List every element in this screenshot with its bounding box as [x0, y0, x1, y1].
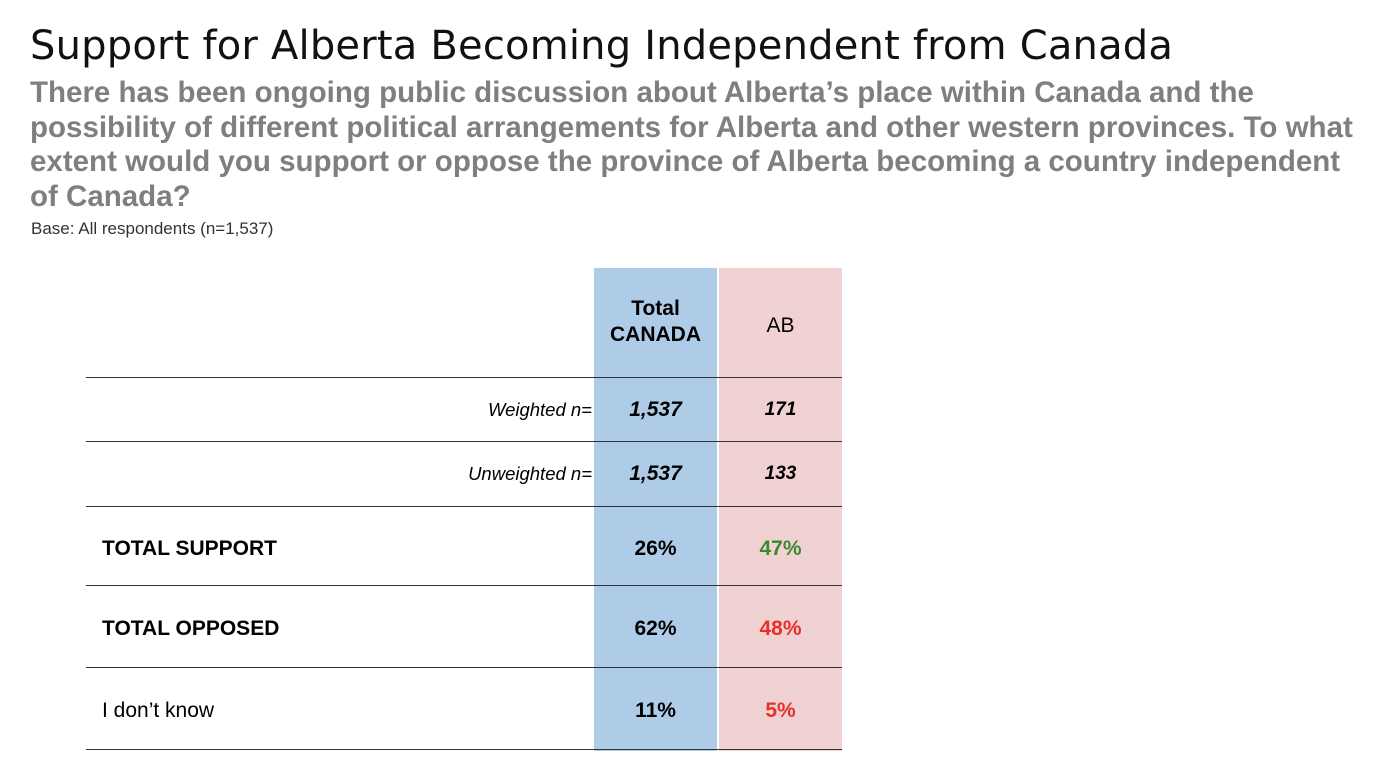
column-header-total-canada: Total CANADA — [594, 296, 717, 348]
row-label: TOTAL OPPOSED — [102, 617, 280, 640]
table-row-total-support: TOTAL SUPPORT 26% 47% — [86, 529, 842, 569]
page-title: Support for Alberta Becoming Independent… — [30, 23, 1174, 69]
ab-column-background — [719, 268, 842, 751]
column-header-ab: AB — [766, 314, 795, 337]
row-label: Unweighted n= — [468, 463, 592, 484]
table-rule-top — [86, 377, 842, 378]
total-canada-column-background — [594, 268, 717, 751]
table-row-weighted-n: Weighted n= 1,537 171 — [86, 390, 842, 430]
table-row-unweighted-n: Unweighted n= 1,537 133 — [86, 454, 842, 494]
cell-ab: 48% — [759, 617, 802, 640]
cell-ab: 171 — [764, 399, 797, 420]
table-rule — [86, 506, 842, 507]
cell-total-canada: 26% — [634, 537, 677, 560]
cell-ab: 5% — [765, 699, 796, 722]
cell-total-canada: 62% — [634, 617, 677, 640]
column-header-total-line1: Total — [631, 297, 680, 320]
cell-ab: 133 — [764, 463, 797, 484]
table-rule — [86, 667, 842, 668]
table-rule — [86, 441, 842, 442]
survey-question: There has been ongoing public discussion… — [30, 76, 1353, 213]
row-label: TOTAL SUPPORT — [102, 537, 278, 560]
row-label: I don’t know — [102, 699, 215, 722]
base-note: Base: All respondents (n=1,537) — [31, 219, 274, 238]
cell-total-canada: 11% — [635, 699, 676, 722]
table-row-total-opposed: TOTAL OPPOSED 62% 48% — [86, 609, 842, 649]
row-label: Weighted n= — [487, 399, 592, 420]
table-rule — [86, 585, 842, 586]
table-row-dont-know: I don’t know 11% 5% — [86, 691, 842, 731]
column-header-total-line2: CANADA — [610, 323, 701, 346]
cell-total-canada: 1,537 — [629, 398, 682, 421]
cell-ab: 47% — [759, 537, 802, 560]
cell-total-canada: 1,537 — [629, 462, 682, 485]
table-rule-bottom — [86, 749, 842, 750]
